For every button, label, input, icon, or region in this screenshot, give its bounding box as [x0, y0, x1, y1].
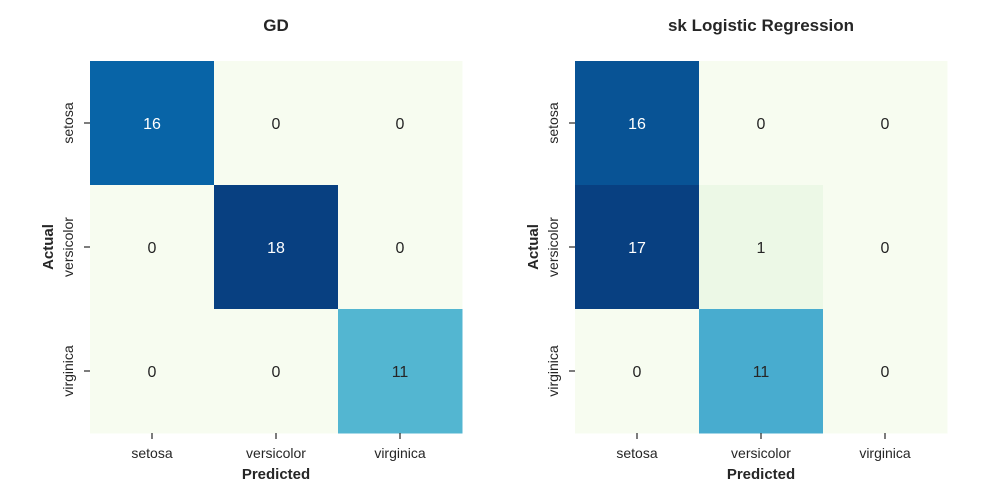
- x-axis-ticks: setosa versicolor virginica: [131, 433, 426, 461]
- heatmap-cells: 16 0 0 0 18 0 0 0 11: [90, 61, 463, 434]
- x-tick-label: virginica: [859, 445, 911, 461]
- cell-value-label: 0: [396, 240, 405, 257]
- cell-value-label: 18: [267, 240, 285, 257]
- heatmap-panel-gd: GD 16 0 0 0 18 0 0 0 11 setosa versicolor virginic…: [40, 16, 463, 483]
- y-tick-label: setosa: [545, 102, 561, 143]
- heatmap-cell: [823, 185, 948, 310]
- y-axis-label: Actual: [40, 224, 57, 270]
- heatmap-cell: [823, 309, 948, 434]
- cell-value-label: 0: [757, 116, 766, 133]
- x-axis-label: Predicted: [727, 466, 795, 483]
- heatmap-panel-sk-logistic-regression: sk Logistic Regression 16 0 0 17 1 0 0 11 0 seto…: [525, 16, 948, 483]
- x-axis-label: Predicted: [242, 466, 310, 483]
- heatmap-cell: [338, 309, 463, 434]
- heatmap-cell: [90, 61, 215, 186]
- cell-value-label: 0: [881, 364, 890, 381]
- cell-value-label: 0: [148, 364, 157, 381]
- heatmap-cells: 16 0 0 17 1 0 0 11 0: [575, 61, 948, 434]
- heatmap-cell: [338, 185, 463, 310]
- heatmap-cell: [699, 185, 824, 310]
- chart-title: GD: [263, 16, 289, 35]
- cell-value-label: 16: [628, 116, 646, 133]
- heatmap-cell: [699, 61, 824, 186]
- heatmap-cell: [575, 309, 700, 434]
- x-axis-ticks: setosa versicolor virginica: [616, 433, 911, 461]
- cell-value-label: 0: [272, 116, 281, 133]
- y-tick-label: versicolor: [60, 217, 76, 277]
- cell-value-label: 11: [753, 364, 770, 381]
- cell-value-label: 11: [392, 364, 409, 381]
- cell-value-label: 0: [881, 240, 890, 257]
- cell-value-label: 0: [272, 364, 281, 381]
- cell-value-label: 1: [757, 240, 766, 257]
- x-tick-label: versicolor: [731, 445, 791, 461]
- heatmap-cell: [90, 185, 215, 310]
- y-tick-label: virginica: [545, 345, 561, 397]
- heatmap-cell: [823, 61, 948, 186]
- cell-value-label: 17: [628, 240, 646, 257]
- heatmap-cell: [214, 61, 339, 186]
- cell-value-label: 0: [396, 116, 405, 133]
- y-tick-label: versicolor: [545, 217, 561, 277]
- heatmap-cell: [214, 185, 339, 310]
- cell-value-label: 0: [881, 116, 890, 133]
- x-tick-label: virginica: [374, 445, 426, 461]
- x-tick-label: setosa: [131, 445, 172, 461]
- x-tick-label: versicolor: [246, 445, 306, 461]
- chart-title: sk Logistic Regression: [668, 16, 854, 35]
- y-axis-ticks: setosa versicolor virginica: [545, 102, 575, 397]
- y-tick-label: setosa: [60, 102, 76, 143]
- heatmap-cell: [575, 61, 700, 186]
- heatmap-cell: [214, 309, 339, 434]
- cell-value-label: 0: [148, 240, 157, 257]
- cell-value-label: 16: [143, 116, 161, 133]
- x-tick-label: setosa: [616, 445, 657, 461]
- cell-value-label: 0: [633, 364, 642, 381]
- heatmap-cell: [338, 61, 463, 186]
- y-axis-label: Actual: [525, 224, 542, 270]
- y-tick-label: virginica: [60, 345, 76, 397]
- heatmap-cell: [90, 309, 215, 434]
- heatmap-cell: [699, 309, 824, 434]
- y-axis-ticks: setosa versicolor virginica: [60, 102, 90, 397]
- heatmap-cell: [575, 185, 700, 310]
